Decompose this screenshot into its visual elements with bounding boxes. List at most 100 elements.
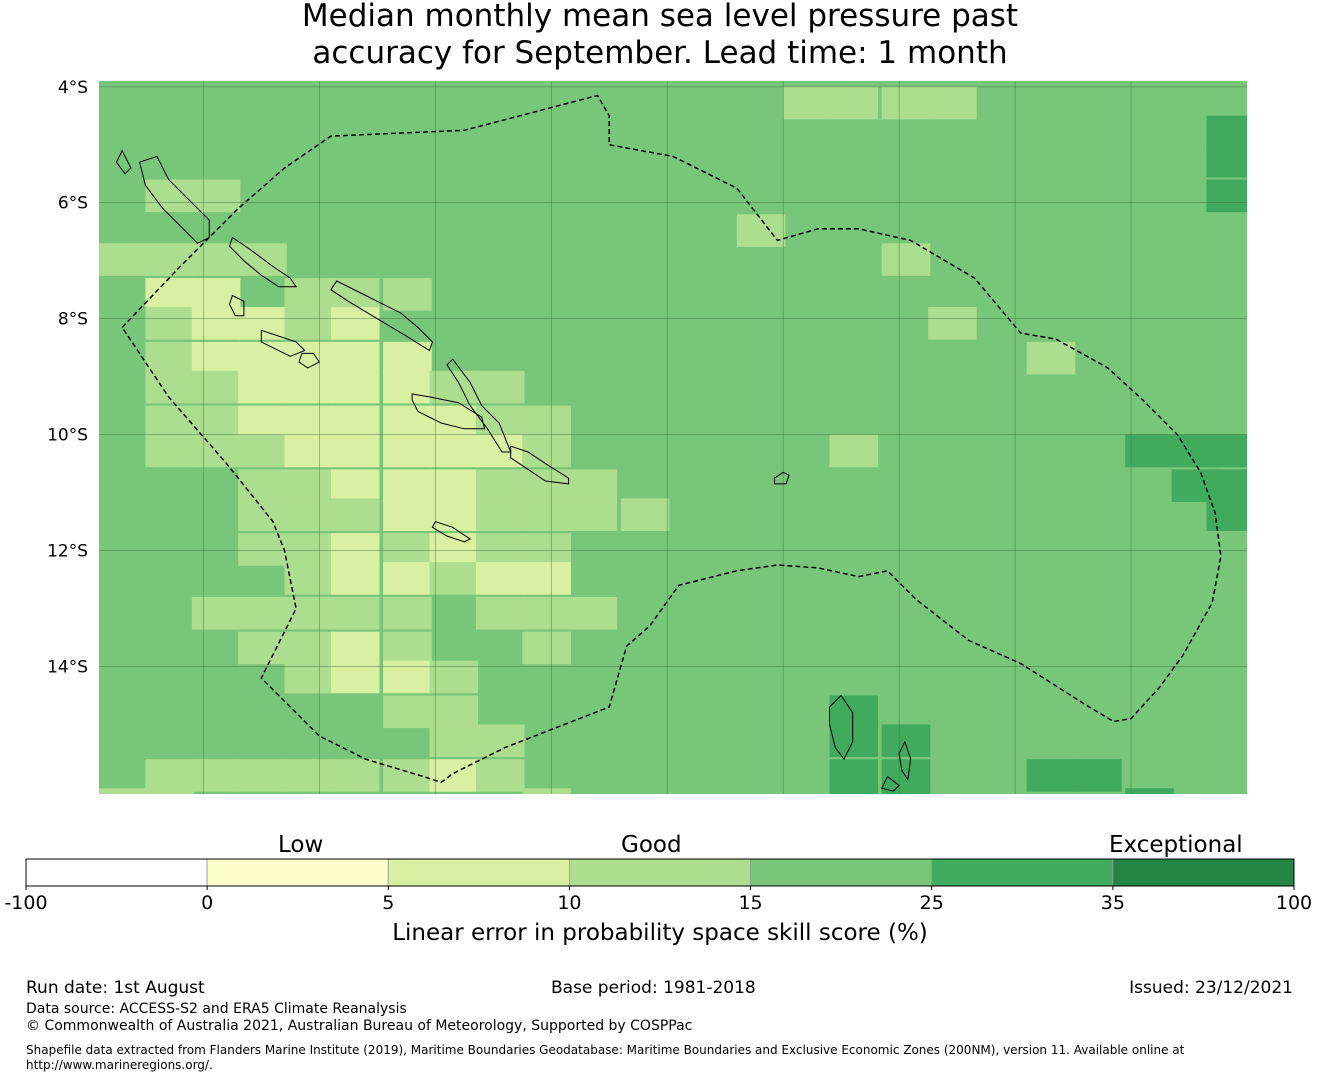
skill-cell bbox=[829, 724, 879, 757]
skill-cell bbox=[829, 759, 879, 792]
skill-cell bbox=[238, 469, 287, 502]
skill-cell bbox=[330, 759, 380, 792]
skill-cell bbox=[191, 179, 241, 213]
colorbar-bin bbox=[387, 858, 570, 887]
eez-boundary bbox=[121, 94, 1222, 784]
colorbar-tick-label: 100 bbox=[1276, 892, 1312, 914]
skill-cell bbox=[238, 533, 287, 566]
skill-cell bbox=[736, 214, 786, 247]
coastlines bbox=[115, 149, 912, 792]
skill-cell bbox=[1206, 179, 1247, 213]
skill-cell bbox=[284, 533, 334, 566]
skill-cell bbox=[238, 596, 287, 630]
skill-cell bbox=[829, 434, 879, 468]
skill-cell bbox=[881, 724, 931, 757]
skill-cell bbox=[383, 370, 432, 404]
skill-score-map: 4°S6°S8°S10°S12°S14°S 156°E158°E160°E162… bbox=[47, 78, 1247, 794]
skill-cell bbox=[191, 341, 241, 375]
skill-cell bbox=[429, 660, 479, 694]
skill-cell bbox=[1206, 469, 1247, 502]
skill-cell bbox=[330, 596, 380, 630]
skill-cell bbox=[475, 562, 525, 595]
skill-cell bbox=[145, 434, 194, 468]
skill-cell bbox=[475, 724, 525, 757]
latitude-tick-labels: 4°S 6°S 8°S 10°S 12°S 14°S bbox=[47, 78, 88, 678]
skill-cell bbox=[1073, 759, 1122, 792]
skill-cell bbox=[881, 243, 931, 276]
skill-cell bbox=[1206, 115, 1247, 149]
island-outline bbox=[446, 358, 512, 453]
colorbar-bin bbox=[1112, 858, 1295, 887]
skill-cell bbox=[881, 86, 931, 120]
skill-cell bbox=[881, 759, 931, 792]
skill-cell bbox=[522, 469, 571, 502]
skill-cell bbox=[284, 278, 334, 311]
skill-cell bbox=[330, 405, 380, 439]
graticule bbox=[99, 81, 1247, 794]
colorbar-tick-label: 35 bbox=[1101, 892, 1125, 914]
skill-cell bbox=[475, 498, 525, 531]
skill-cell bbox=[284, 307, 334, 340]
skill-cell bbox=[284, 469, 334, 502]
skill-cell bbox=[284, 370, 334, 404]
skill-cell bbox=[330, 370, 380, 404]
skill-cell bbox=[1206, 144, 1247, 178]
skill-cell bbox=[330, 533, 380, 566]
skill-cell bbox=[238, 631, 287, 665]
lat-tick-label: 14°S bbox=[47, 657, 88, 677]
colorbar-tick-label: 10 bbox=[557, 892, 581, 914]
map-title-line-1: Median monthly mean sea level pressure p… bbox=[301, 0, 1019, 34]
skill-cell bbox=[191, 596, 241, 630]
skill-cell bbox=[568, 469, 618, 502]
lat-tick-label: 10°S bbox=[47, 426, 88, 446]
skill-cell bbox=[284, 498, 334, 531]
skill-cell bbox=[1026, 341, 1076, 375]
skill-cell bbox=[238, 759, 287, 792]
skill-cell bbox=[383, 660, 432, 694]
shapefile-credit-line-2: http://www.marineregions.org/. bbox=[26, 1058, 213, 1072]
skill-cell bbox=[145, 759, 194, 792]
category-good-label: Good bbox=[621, 832, 682, 858]
island-outline bbox=[228, 236, 298, 288]
skill-cell bbox=[145, 788, 194, 794]
colorbar-tick-label: 5 bbox=[382, 892, 394, 914]
skill-cell bbox=[383, 631, 432, 665]
skill-cell bbox=[383, 533, 432, 566]
skill-cell bbox=[330, 341, 380, 375]
skill-cell bbox=[191, 759, 241, 792]
issued-date: Issued: 23/12/2021 bbox=[1129, 978, 1293, 998]
skill-cell bbox=[383, 596, 432, 630]
colorbar-bin bbox=[25, 858, 208, 887]
data-source: Data source: ACCESS-S2 and ERA5 Climate … bbox=[26, 1001, 407, 1017]
skill-cell bbox=[284, 759, 334, 792]
skill-cell bbox=[284, 660, 334, 694]
island-outline bbox=[829, 694, 854, 761]
island-outline bbox=[510, 445, 570, 485]
skill-cell bbox=[475, 596, 525, 630]
skill-cell bbox=[783, 86, 832, 120]
skill-cell bbox=[145, 307, 194, 340]
colorbar-frame bbox=[25, 858, 1295, 887]
colorbar-bins bbox=[25, 858, 1295, 887]
island-outline bbox=[431, 520, 472, 543]
skill-cell bbox=[145, 243, 194, 276]
colorbar-bin bbox=[750, 858, 933, 887]
skill-cell bbox=[191, 243, 241, 276]
skill-cell bbox=[475, 405, 525, 439]
skill-cell bbox=[928, 86, 977, 120]
skill-cell bbox=[429, 498, 479, 531]
skill-cell bbox=[475, 533, 525, 566]
lat-tick-label: 12°S bbox=[47, 542, 88, 562]
island-outline bbox=[139, 155, 210, 244]
colorbar-tick-label: -100 bbox=[4, 892, 47, 914]
skill-cell bbox=[330, 434, 380, 468]
skill-cell bbox=[330, 498, 380, 531]
skill-cell bbox=[881, 788, 931, 794]
base-period: Base period: 1981-2018 bbox=[551, 978, 756, 998]
skill-cell bbox=[330, 631, 380, 665]
skill-cell bbox=[620, 498, 670, 531]
skill-cell bbox=[191, 370, 241, 404]
skill-cell bbox=[522, 596, 571, 630]
skill-cell bbox=[1125, 434, 1174, 468]
skill-cell bbox=[284, 341, 334, 375]
